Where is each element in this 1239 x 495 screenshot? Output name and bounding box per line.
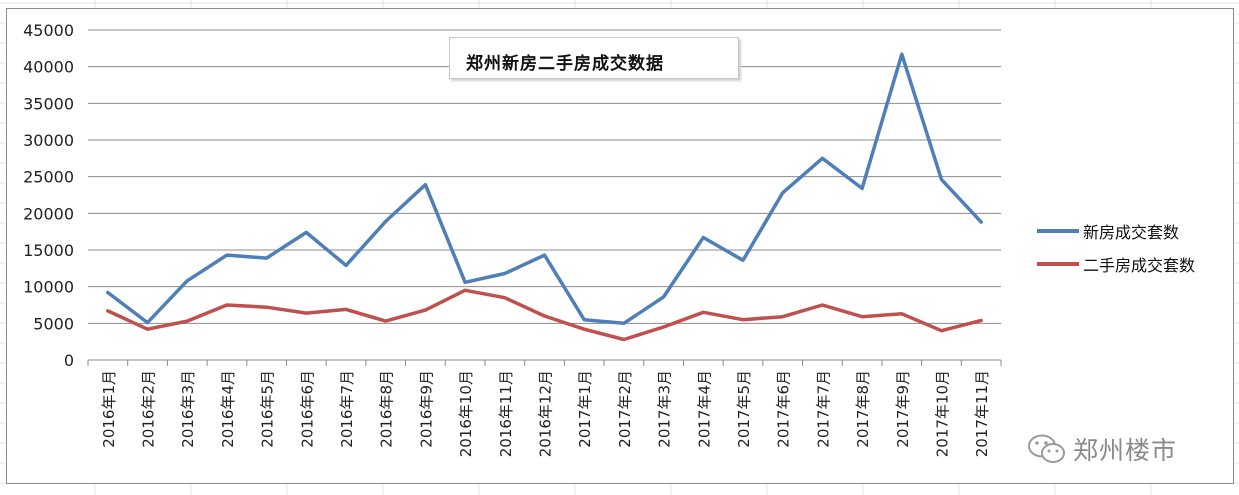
legend-item-new-homes: 新房成交套数 [1037, 219, 1179, 243]
data-point-new-homes [979, 220, 983, 224]
x-tick-label: 2017年7月 [814, 370, 832, 448]
data-point-resale-homes [384, 319, 388, 323]
data-point-new-homes [701, 236, 705, 240]
data-point-new-homes [820, 156, 824, 160]
data-point-new-homes [423, 183, 427, 187]
x-tick-label: 2016年8月 [378, 370, 396, 448]
legend-label-new-homes: 新房成交套数 [1083, 223, 1180, 242]
x-tick-label: 2016年6月 [298, 370, 316, 448]
x-tick-label: 2016年5月 [259, 370, 277, 448]
x-tick-label: 2017年8月 [854, 370, 872, 448]
x-tick-label: 2017年2月 [616, 370, 634, 448]
data-point-new-homes [225, 253, 229, 257]
y-tick-label: 0 [64, 351, 74, 370]
data-point-new-homes [304, 230, 308, 234]
data-point-new-homes [741, 258, 745, 262]
data-point-resale-homes [543, 314, 547, 318]
data-point-new-homes [860, 186, 864, 190]
data-point-resale-homes [463, 288, 467, 292]
data-point-new-homes [106, 291, 110, 295]
data-point-new-homes [146, 321, 150, 325]
x-tick-label: 2016年2月 [140, 370, 158, 448]
data-point-resale-homes [701, 310, 705, 314]
line-chart: 0 5000 10000 15000 20000 25000 30000 35000 40000… [23, 21, 1002, 457]
legend-swatch-resale-homes [1037, 262, 1079, 266]
data-point-new-homes [582, 318, 586, 322]
data-point-new-homes [384, 219, 388, 223]
data-point-resale-homes [265, 305, 269, 309]
y-tick-label: 15000 [23, 241, 74, 260]
legend-swatch-new-homes [1037, 229, 1079, 233]
y-tick-label: 45000 [23, 21, 74, 40]
x-tick-label: 2016年10月 [457, 370, 475, 457]
x-tick-label: 2017年10月 [933, 370, 951, 457]
data-point-resale-homes [622, 338, 626, 342]
x-tick-label: 2016年11月 [497, 370, 515, 457]
x-tick-label: 2017年11月 [973, 370, 991, 457]
x-tick-label: 2017年4月 [695, 370, 713, 448]
x-tick-label: 2017年6月 [775, 370, 793, 448]
chart-area[interactable]: 0 5000 10000 15000 20000 25000 30000 35000 40000… [6, 8, 1234, 484]
watermark: 郑州楼市 [1027, 431, 1177, 467]
y-tick-label: 5000 [33, 314, 74, 333]
data-point-new-homes [265, 256, 269, 260]
chart-title: 郑州新房二手房成交数据 [449, 37, 739, 79]
data-point-new-homes [662, 295, 666, 299]
data-point-new-homes [900, 52, 904, 56]
y-tick-label: 35000 [23, 94, 74, 113]
x-tick-label: 2017年1月 [576, 370, 594, 448]
legend-label-resale-homes: 二手房成交套数 [1083, 256, 1196, 275]
data-point-resale-homes [423, 308, 427, 312]
data-point-resale-homes [146, 327, 150, 331]
data-point-resale-homes [225, 303, 229, 307]
data-point-resale-homes [940, 329, 944, 333]
legend-item-resale-homes: 二手房成交套数 [1037, 252, 1195, 276]
x-tick-label: 2016年3月 [179, 370, 197, 448]
x-tick-label: 2017年5月 [735, 370, 753, 448]
y-tick-label: 40000 [23, 58, 74, 77]
y-tick-label: 10000 [23, 278, 74, 297]
data-point-new-homes [344, 263, 348, 267]
series-line-resale-homes [106, 288, 983, 342]
data-point-new-homes [622, 321, 626, 325]
data-point-resale-homes [106, 309, 110, 313]
data-point-resale-homes [304, 311, 308, 315]
data-point-new-homes [185, 279, 189, 283]
data-point-resale-homes [185, 319, 189, 323]
data-point-resale-homes [900, 312, 904, 316]
x-tick-label: 2017年9月 [894, 370, 912, 448]
x-tick-label: 2016年12月 [537, 370, 555, 457]
series-line-new-homes [106, 52, 983, 326]
data-point-resale-homes [741, 318, 745, 322]
data-point-new-homes [543, 253, 547, 257]
y-tick-label: 20000 [23, 204, 74, 223]
y-tick-label: 25000 [23, 168, 74, 187]
data-point-resale-homes [781, 315, 785, 319]
y-tick-label: 30000 [23, 131, 74, 150]
x-tick-label: 2016年1月 [100, 370, 118, 448]
data-point-new-homes [463, 280, 467, 284]
wechat-icon [1028, 434, 1065, 463]
data-point-resale-homes [582, 327, 586, 331]
data-point-resale-homes [979, 318, 983, 322]
data-point-new-homes [503, 272, 507, 276]
data-point-new-homes [781, 191, 785, 195]
x-tick-label: 2016年7月 [338, 370, 356, 448]
data-point-resale-homes [860, 315, 864, 319]
data-point-resale-homes [820, 303, 824, 307]
data-point-resale-homes [503, 296, 507, 300]
x-tick-label: 2016年9月 [417, 370, 435, 448]
data-point-new-homes [940, 178, 944, 182]
x-tick-label: 2017年3月 [656, 370, 674, 448]
data-point-resale-homes [662, 325, 666, 329]
watermark-text: 郑州楼市 [1073, 436, 1178, 465]
x-tick-label: 2016年4月 [219, 370, 237, 448]
data-point-resale-homes [344, 307, 348, 311]
